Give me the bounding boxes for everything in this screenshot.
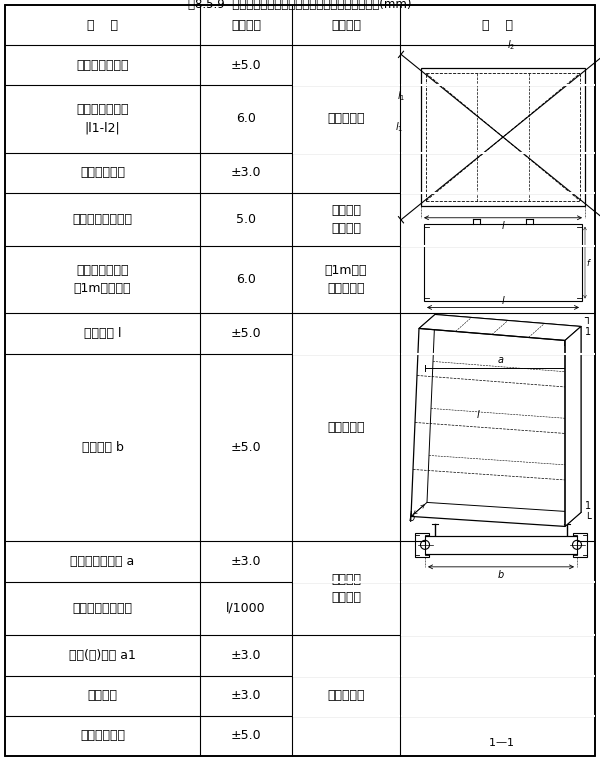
Text: $l_1$: $l_1$ <box>395 120 403 134</box>
Text: ±3.0: ±3.0 <box>231 555 261 568</box>
Text: 5.0: 5.0 <box>236 213 256 226</box>
Text: 项    目: 项 目 <box>87 18 118 32</box>
Text: $l$: $l$ <box>500 295 505 307</box>
Text: 用钢尺检查: 用钢尺检查 <box>327 689 365 702</box>
Text: 用拉线和
钢尺检查: 用拉线和 钢尺检查 <box>331 573 361 604</box>
Text: ±5.0: ±5.0 <box>230 441 262 454</box>
Text: 检验方法: 检验方法 <box>331 18 361 32</box>
Text: ±3.0: ±3.0 <box>231 689 261 702</box>
Text: ±3.0: ±3.0 <box>231 166 261 179</box>
Text: 栏杆高度: 栏杆高度 <box>88 689 118 702</box>
Text: ±5.0: ±5.0 <box>230 327 262 340</box>
Text: 6.0: 6.0 <box>236 113 256 126</box>
Text: 钢梯纵向挠曲矢高: 钢梯纵向挠曲矢高 <box>73 602 133 615</box>
Text: 用拉线和
钢尺检查: 用拉线和 钢尺检查 <box>331 204 361 235</box>
Bar <box>415 533 429 557</box>
Bar <box>425 536 577 554</box>
Polygon shape <box>565 326 581 527</box>
Text: 6.0: 6.0 <box>236 273 256 286</box>
Text: ±3.0: ±3.0 <box>231 649 261 662</box>
Text: $a$: $a$ <box>497 355 505 365</box>
Text: 平台支柱高度: 平台支柱高度 <box>80 166 125 179</box>
Text: 表8.5.9  钢平台、钢梯和防护钢栏杆外形尺寸的允许偏差(mm): 表8.5.9 钢平台、钢梯和防护钢栏杆外形尺寸的允许偏差(mm) <box>188 0 412 11</box>
Text: 平台长度和宽度: 平台长度和宽度 <box>76 59 129 72</box>
Text: $l$: $l$ <box>500 218 505 231</box>
Text: $f$: $f$ <box>586 257 592 268</box>
Text: 1: 1 <box>585 501 591 511</box>
Bar <box>424 224 582 301</box>
Text: ┐: ┐ <box>584 314 591 324</box>
Text: 平台支柱弯曲矢高: 平台支柱弯曲矢高 <box>73 213 133 226</box>
Text: $l_1$: $l_1$ <box>397 89 405 103</box>
Text: 图    例: 图 例 <box>482 18 513 32</box>
Text: $l$: $l$ <box>476 409 481 420</box>
Text: 允许偏差: 允许偏差 <box>231 18 261 32</box>
Bar <box>573 533 587 557</box>
Text: 钢梯安装孔距离 a: 钢梯安装孔距离 a <box>70 555 134 568</box>
Text: $1 — 1$: $1 — 1$ <box>488 736 514 748</box>
Polygon shape <box>419 314 581 340</box>
Bar <box>426 73 580 201</box>
Text: 1: 1 <box>585 327 591 337</box>
Text: $b$: $b$ <box>408 511 416 524</box>
Text: 栏杆立柱间距: 栏杆立柱间距 <box>80 729 125 743</box>
Text: 平台两对角线差
|l1-l2|: 平台两对角线差 |l1-l2| <box>76 103 129 135</box>
Text: l/1000: l/1000 <box>226 602 266 615</box>
Text: └: └ <box>584 514 591 524</box>
Text: $b$: $b$ <box>497 568 505 580</box>
Text: 钢梯宽度 b: 钢梯宽度 b <box>82 441 124 454</box>
Text: 踏步(棍)间距 a1: 踏步(棍)间距 a1 <box>69 649 136 662</box>
Text: 用1m直尺
和塞尺检查: 用1m直尺 和塞尺检查 <box>325 264 367 295</box>
Text: 梯梁长度 l: 梯梁长度 l <box>84 327 121 340</box>
Bar <box>421 68 585 205</box>
Text: $l_2$: $l_2$ <box>507 39 515 53</box>
Text: 用钢尺检查: 用钢尺检查 <box>327 113 365 126</box>
Text: 平台表面平面度
（1m范围内）: 平台表面平面度 （1m范围内） <box>74 264 131 295</box>
Text: 用钢尺检查: 用钢尺检查 <box>327 421 365 434</box>
Text: ±5.0: ±5.0 <box>230 59 262 72</box>
Text: ±5.0: ±5.0 <box>230 729 262 743</box>
